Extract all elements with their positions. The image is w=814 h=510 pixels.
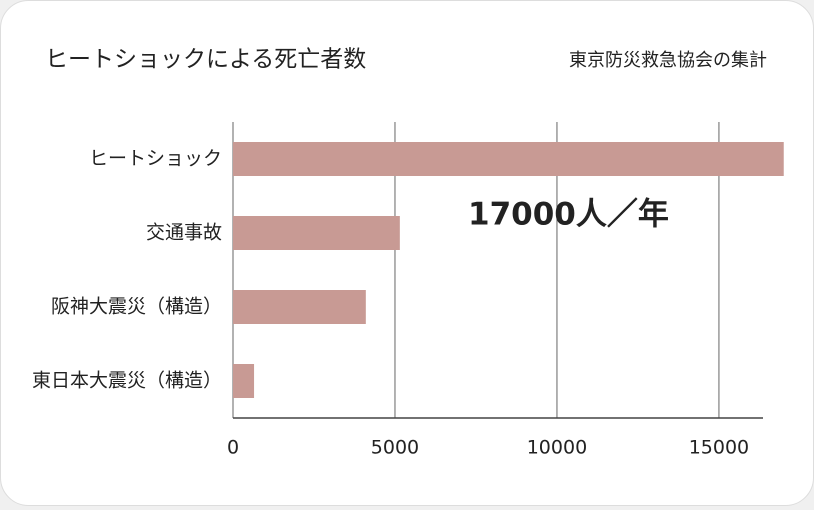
x-tick-label: 0	[227, 437, 239, 459]
x-tick-label: 5000	[371, 437, 419, 459]
bar	[233, 364, 255, 398]
chart-title: ヒートショックによる死亡者数	[45, 47, 366, 73]
y-tick-label: 交通事故	[146, 222, 222, 244]
y-tick-label: ヒートショック	[89, 148, 222, 170]
y-tick-label: 阪神大震災（構造）	[51, 296, 222, 318]
bar	[233, 290, 366, 324]
y-tick-label: 東日本大震災（構造）	[32, 370, 222, 392]
bar	[233, 216, 400, 250]
source-note: 東京防災救急協会の集計	[569, 50, 767, 71]
x-tick-label: 15000	[689, 437, 749, 459]
annotation: 17000人／年	[468, 197, 669, 233]
bar	[233, 142, 784, 176]
x-tick-label: 10000	[527, 437, 587, 459]
